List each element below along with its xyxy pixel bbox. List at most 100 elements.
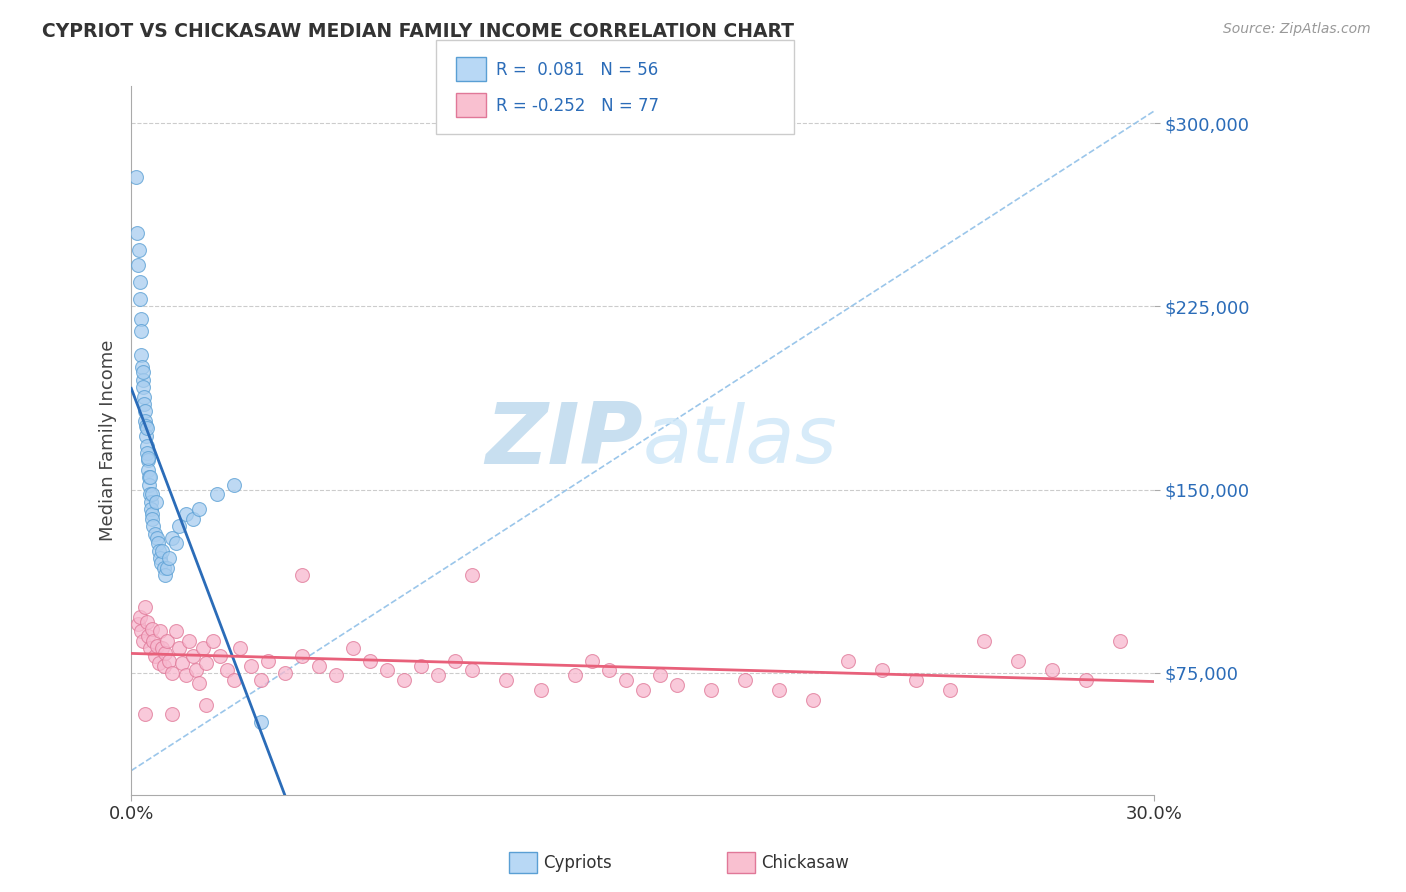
Point (141, 487, 163, 501)
Point (138, 470, 160, 484)
Point (167, 641, 190, 656)
Point (250, 714, 273, 729)
Point (139, 487, 162, 501)
Point (136, 629, 159, 643)
Text: atlas: atlas (643, 401, 838, 480)
Point (308, 658, 330, 673)
Point (136, 450, 159, 465)
Point (155, 568, 177, 582)
Point (188, 502, 211, 516)
Text: Source: ZipAtlas.com: Source: ZipAtlas.com (1223, 22, 1371, 37)
Point (132, 390, 155, 404)
Point (145, 495, 167, 509)
Point (141, 622, 163, 636)
Point (631, 683, 654, 698)
Point (129, 311, 152, 326)
Point (132, 365, 155, 379)
Point (188, 675, 211, 690)
Point (141, 512, 163, 526)
Point (148, 543, 170, 558)
Point (134, 414, 156, 428)
Point (146, 532, 169, 546)
Point (181, 512, 204, 526)
Point (131, 360, 153, 375)
Point (160, 532, 183, 546)
Point (581, 654, 603, 668)
Point (136, 463, 159, 477)
Point (132, 380, 155, 394)
Point (139, 495, 162, 509)
Point (179, 634, 201, 648)
Point (191, 641, 214, 656)
Point (138, 477, 160, 491)
Point (529, 683, 551, 698)
Point (131, 324, 153, 338)
Point (127, 258, 149, 272)
Text: ZIP: ZIP (485, 400, 643, 483)
Point (215, 664, 238, 678)
Point (131, 624, 153, 639)
Point (392, 673, 415, 688)
Point (427, 668, 450, 682)
Point (375, 664, 398, 678)
Point (139, 502, 162, 516)
Point (165, 536, 187, 550)
Point (128, 275, 150, 289)
Point (250, 673, 273, 688)
Point (904, 673, 927, 688)
Point (1109, 634, 1132, 648)
Point (131, 348, 153, 362)
Point (127, 617, 149, 632)
Point (143, 526, 166, 541)
Point (131, 373, 153, 387)
Point (146, 536, 169, 550)
Point (461, 568, 484, 582)
Point (155, 646, 177, 660)
Point (142, 634, 165, 648)
Point (128, 292, 150, 306)
Point (205, 487, 228, 501)
Point (160, 665, 183, 680)
Point (803, 692, 825, 706)
Text: R = -0.252   N = 77: R = -0.252 N = 77 (496, 97, 659, 115)
Point (614, 673, 637, 688)
Point (222, 477, 245, 491)
Point (150, 543, 173, 558)
Point (461, 664, 484, 678)
Point (134, 707, 156, 722)
Point (665, 678, 688, 692)
Point (136, 446, 159, 460)
Point (128, 609, 150, 624)
Point (239, 658, 262, 673)
Point (157, 551, 180, 566)
Text: Chickasaw: Chickasaw (761, 854, 849, 871)
Point (135, 439, 157, 453)
Point (1007, 654, 1029, 668)
Point (495, 673, 517, 688)
Point (148, 656, 170, 670)
Point (291, 568, 314, 582)
Point (195, 698, 218, 712)
Point (139, 641, 162, 656)
Point (150, 556, 173, 570)
Point (837, 654, 859, 668)
Point (150, 641, 173, 656)
Point (939, 683, 962, 698)
Point (174, 668, 197, 682)
Point (149, 551, 172, 566)
Point (444, 654, 467, 668)
Point (135, 419, 157, 434)
Text: R =  0.081   N = 56: R = 0.081 N = 56 (496, 62, 658, 79)
Point (128, 243, 150, 257)
Point (174, 507, 197, 521)
Point (208, 648, 231, 663)
Point (325, 668, 347, 682)
Point (181, 648, 204, 663)
Point (146, 639, 169, 653)
Point (134, 599, 156, 614)
Point (152, 658, 174, 673)
Point (127, 226, 149, 240)
Point (134, 397, 156, 411)
Point (274, 665, 297, 680)
Point (134, 404, 156, 418)
